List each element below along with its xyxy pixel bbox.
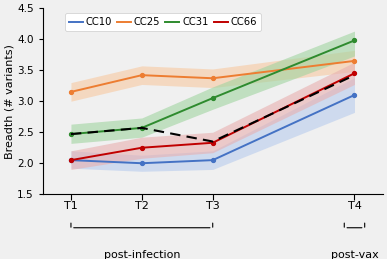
Text: post-infection: post-infection xyxy=(104,250,180,259)
Legend: CC10, CC25, CC31, CC66: CC10, CC25, CC31, CC66 xyxy=(65,13,261,31)
Text: post-vax: post-vax xyxy=(330,250,378,259)
Y-axis label: Breadth (# variants): Breadth (# variants) xyxy=(4,44,14,159)
